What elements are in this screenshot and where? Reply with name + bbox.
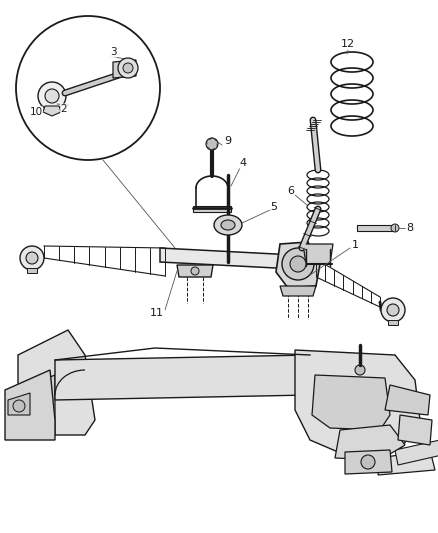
Text: 2: 2 — [61, 104, 67, 114]
Polygon shape — [55, 355, 330, 400]
Text: 1: 1 — [352, 240, 358, 250]
Circle shape — [45, 89, 59, 103]
Text: 3: 3 — [110, 47, 117, 57]
Polygon shape — [113, 60, 136, 78]
Polygon shape — [193, 206, 231, 212]
Circle shape — [391, 224, 399, 232]
Polygon shape — [8, 393, 30, 415]
Circle shape — [26, 252, 38, 264]
Text: 4: 4 — [240, 158, 247, 168]
Circle shape — [118, 58, 138, 78]
Circle shape — [13, 400, 25, 412]
Ellipse shape — [221, 220, 235, 230]
Polygon shape — [276, 242, 320, 288]
Circle shape — [20, 246, 44, 270]
Polygon shape — [388, 320, 398, 325]
Circle shape — [387, 304, 399, 316]
Text: 9: 9 — [224, 136, 232, 146]
Circle shape — [206, 138, 218, 150]
Circle shape — [361, 455, 375, 469]
Polygon shape — [303, 244, 333, 264]
Circle shape — [381, 298, 405, 322]
Circle shape — [290, 256, 306, 272]
Polygon shape — [398, 415, 432, 445]
Polygon shape — [378, 450, 435, 475]
Text: 11: 11 — [150, 308, 164, 318]
Polygon shape — [43, 106, 61, 116]
Polygon shape — [5, 370, 55, 440]
Circle shape — [355, 365, 365, 375]
Circle shape — [16, 16, 160, 160]
Polygon shape — [27, 268, 37, 273]
Polygon shape — [177, 265, 213, 277]
Polygon shape — [295, 350, 420, 455]
Polygon shape — [395, 440, 438, 465]
Circle shape — [123, 63, 133, 73]
Polygon shape — [345, 450, 392, 474]
Polygon shape — [18, 330, 95, 435]
Circle shape — [191, 267, 199, 275]
Polygon shape — [18, 375, 55, 435]
Polygon shape — [280, 286, 316, 296]
Polygon shape — [385, 385, 430, 415]
Circle shape — [38, 82, 66, 110]
Circle shape — [282, 248, 314, 280]
Text: 6: 6 — [287, 186, 294, 196]
Text: 8: 8 — [406, 223, 413, 233]
Text: 12: 12 — [341, 39, 355, 49]
Polygon shape — [335, 425, 405, 460]
Text: 5: 5 — [271, 202, 278, 212]
Text: 10: 10 — [29, 107, 42, 117]
Polygon shape — [160, 248, 295, 269]
Ellipse shape — [214, 215, 242, 235]
Polygon shape — [312, 375, 390, 430]
Polygon shape — [357, 225, 393, 231]
